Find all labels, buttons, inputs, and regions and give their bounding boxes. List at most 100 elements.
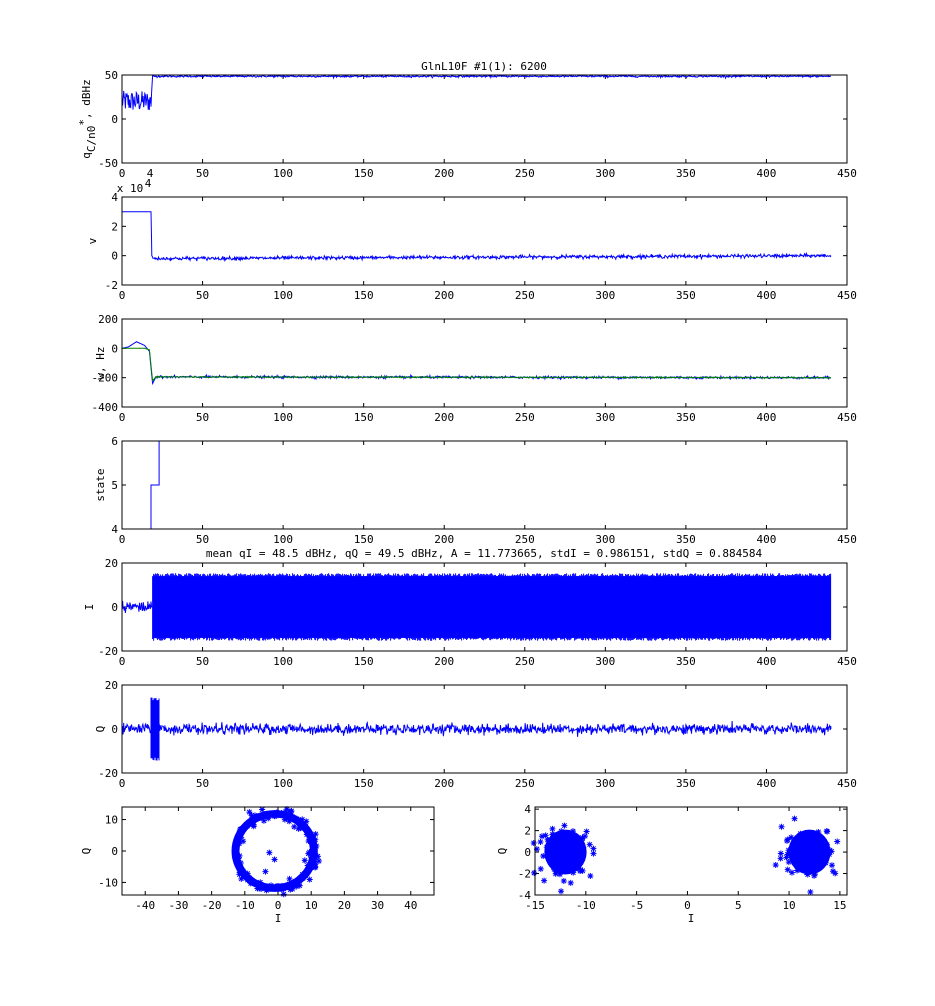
y-axis-label: Q bbox=[80, 848, 93, 855]
point-marker bbox=[814, 865, 821, 872]
x-tick-label: 400 bbox=[757, 167, 777, 180]
point-marker bbox=[291, 823, 298, 830]
point-marker bbox=[577, 868, 584, 875]
point-marker bbox=[543, 844, 550, 851]
x-tick-label: 0 bbox=[119, 289, 126, 302]
y-tick-label: 20 bbox=[105, 679, 118, 692]
point-marker bbox=[811, 862, 818, 869]
point-marker bbox=[826, 847, 833, 854]
v-series-0 bbox=[122, 211, 832, 263]
point-marker bbox=[252, 814, 259, 821]
point-marker bbox=[811, 840, 818, 847]
point-marker bbox=[792, 856, 799, 863]
x-tick-label: 450 bbox=[837, 411, 857, 424]
point-marker bbox=[834, 838, 841, 845]
point-marker bbox=[577, 866, 584, 873]
y-tick-label: 0 bbox=[111, 723, 118, 736]
point-marker bbox=[297, 817, 304, 824]
point-marker bbox=[557, 841, 564, 848]
point-marker bbox=[286, 818, 293, 825]
state-frame-top bbox=[121, 440, 848, 530]
point-marker bbox=[236, 852, 243, 859]
x-tick-label: 200 bbox=[434, 777, 454, 790]
exponent-label: x 10 bbox=[117, 182, 144, 195]
point-marker bbox=[235, 855, 242, 862]
state-trace bbox=[150, 441, 160, 529]
x-tick-label: 150 bbox=[354, 411, 374, 424]
x-tick-label: 450 bbox=[837, 655, 857, 668]
point-marker bbox=[791, 851, 798, 858]
point-marker bbox=[569, 855, 576, 862]
x-tick-label: 300 bbox=[595, 289, 615, 302]
v-trace bbox=[122, 211, 832, 263]
y-tick-label: 5 bbox=[111, 479, 118, 492]
y-tick-label: -200 bbox=[92, 372, 119, 385]
point-marker bbox=[824, 841, 831, 848]
y-axis-label-sub: C/n0 bbox=[85, 126, 98, 153]
x-tick-label: 450 bbox=[837, 777, 857, 790]
iq_raw-points bbox=[231, 806, 322, 898]
point-marker bbox=[590, 850, 597, 857]
point-marker bbox=[794, 846, 801, 853]
point-marker bbox=[551, 860, 558, 867]
point-marker bbox=[778, 823, 785, 830]
point-marker bbox=[262, 813, 269, 820]
y-tick-label: 0 bbox=[111, 601, 118, 614]
point-marker bbox=[238, 826, 245, 833]
point-marker bbox=[542, 832, 549, 839]
point-marker bbox=[791, 859, 798, 866]
x-tick-label: 15 bbox=[833, 899, 846, 912]
y-axis-label: state bbox=[94, 468, 107, 501]
point-marker bbox=[553, 842, 560, 849]
point-marker bbox=[257, 879, 264, 886]
point-marker bbox=[280, 891, 287, 898]
x-tick-label: 0 bbox=[119, 411, 126, 424]
point-marker bbox=[812, 833, 819, 840]
point-marker bbox=[549, 831, 556, 838]
point-marker bbox=[545, 837, 552, 844]
point-marker bbox=[586, 841, 593, 848]
point-marker bbox=[772, 861, 779, 868]
point-marker bbox=[299, 875, 306, 882]
chart-title: mean qI = 48.5 dBHz, qQ = 49.5 dBHz, A =… bbox=[206, 547, 763, 560]
point-marker bbox=[538, 833, 545, 840]
point-marker bbox=[816, 848, 823, 855]
point-marker bbox=[562, 858, 569, 865]
point-marker bbox=[537, 865, 544, 872]
point-marker bbox=[271, 856, 278, 863]
point-marker bbox=[244, 870, 251, 877]
point-marker bbox=[312, 863, 319, 870]
x-tick-label: -40 bbox=[135, 899, 155, 912]
x-tick-label: 50 bbox=[196, 289, 209, 302]
x-tick-label: 200 bbox=[434, 533, 454, 546]
point-marker bbox=[270, 812, 277, 819]
point-marker bbox=[826, 851, 833, 858]
point-marker bbox=[791, 854, 798, 861]
point-marker bbox=[248, 812, 255, 819]
y-axis-label-main: q bbox=[80, 152, 93, 159]
point-marker bbox=[308, 854, 315, 861]
point-marker bbox=[267, 811, 274, 818]
point-marker bbox=[303, 818, 310, 825]
point-marker bbox=[283, 815, 290, 822]
y-tick-label: 50 bbox=[105, 69, 118, 82]
point-marker bbox=[237, 864, 244, 871]
point-marker bbox=[561, 861, 568, 868]
point-marker bbox=[551, 836, 558, 843]
point-marker bbox=[804, 847, 811, 854]
iq_raw-frame bbox=[121, 806, 435, 896]
y-tick-label: 4 bbox=[111, 523, 118, 536]
I-frame-top bbox=[121, 562, 848, 652]
w-frame-top bbox=[121, 318, 848, 408]
point-marker bbox=[560, 877, 567, 884]
x-tick-label: 40 bbox=[404, 899, 417, 912]
point-marker bbox=[292, 878, 299, 885]
point-marker bbox=[815, 843, 822, 850]
point-marker bbox=[278, 882, 285, 889]
x-tick-label: 200 bbox=[434, 655, 454, 668]
point-marker bbox=[570, 862, 577, 869]
y-tick-label: -10 bbox=[98, 876, 118, 889]
point-marker bbox=[248, 879, 255, 886]
